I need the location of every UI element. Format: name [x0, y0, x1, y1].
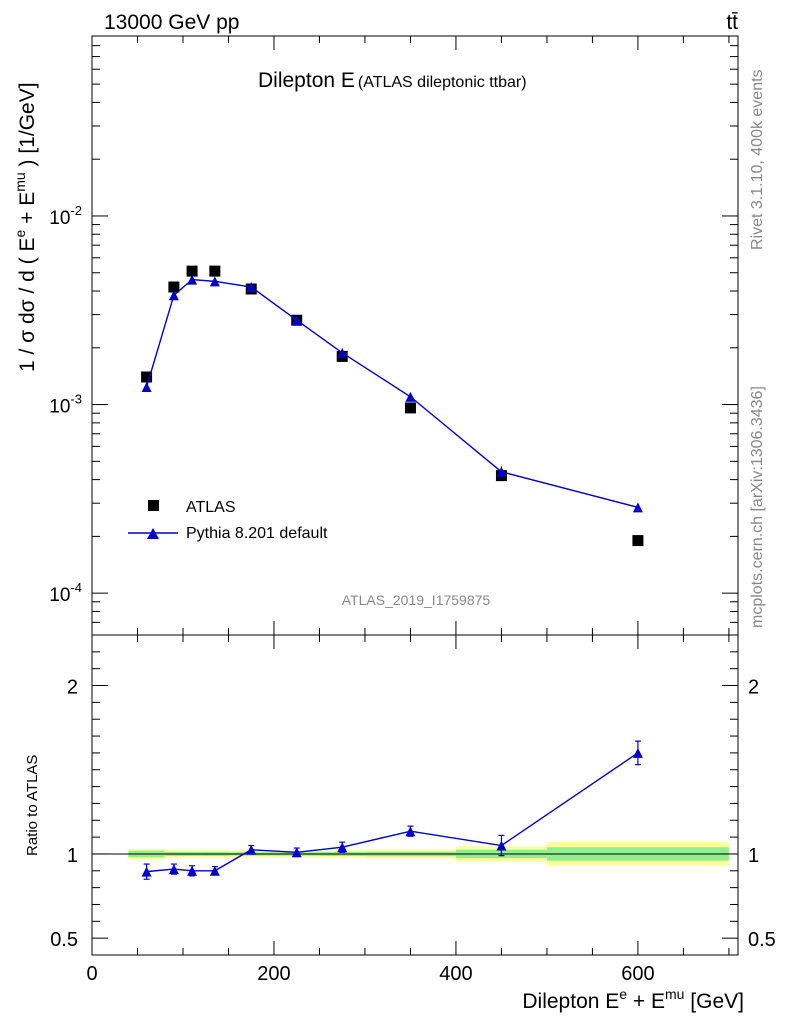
- x-tick-label: 600: [621, 963, 654, 985]
- main-y-tick-label: 10-4: [49, 580, 82, 606]
- ratio-mc-point: [187, 865, 198, 876]
- mc-point: [496, 466, 507, 477]
- atlas-point: [186, 265, 198, 277]
- energy-label: 13000 GeV pp: [104, 11, 239, 34]
- rivet-label: Rivet 3.1.10, 400k events: [749, 69, 766, 250]
- ratio-mc-point: [632, 747, 643, 758]
- main-title: Dilepton E (ATLAS dileptonic ttbar): [258, 69, 527, 92]
- ratio-mc-point: [168, 864, 179, 875]
- mc-point: [405, 391, 416, 402]
- ratio-y-tick-label-right: 0.5: [748, 929, 776, 951]
- ratio-mc-point: [405, 826, 416, 837]
- main-panel: 10-4 10-3 10-2 Dilepton E (ATLAS dileptonic…: [12, 35, 739, 636]
- ratio-mc-point: [337, 842, 348, 853]
- mc-line: [145, 278, 639, 509]
- mc-point: [291, 315, 302, 326]
- ratio-y-tick-label-right: 1: [748, 845, 759, 867]
- legend: ATLAS Pythia 8.201 default: [128, 499, 328, 542]
- mc-point: [141, 381, 152, 392]
- ratio-mc-point: [209, 865, 220, 876]
- legend-marker-atlas: [148, 500, 159, 511]
- legend-marker-mc: [147, 528, 159, 539]
- x-axis-label: Dilepton Ee + Emu [GeV]: [522, 986, 744, 1013]
- ratio-y-tick-label-left: 0.5: [50, 929, 78, 951]
- x-tick-label: 200: [257, 963, 290, 985]
- ratio-mc-point: [141, 866, 152, 877]
- legend-label-atlas: ATLAS: [186, 499, 236, 516]
- ratio-y-axis-label: Ratio to ATLAS: [24, 755, 41, 856]
- ratio-mc-line: [146, 752, 639, 873]
- process-label: tt̄: [726, 11, 738, 34]
- ratio-y-tick-label-left: 2: [67, 677, 78, 699]
- mc-point: [187, 274, 198, 285]
- mc-point: [337, 347, 348, 358]
- atlas-point: [632, 535, 644, 547]
- analysis-label: ATLAS_2019_I1759875: [342, 592, 491, 608]
- ratio-mc-point: [291, 847, 302, 858]
- atlas-point: [209, 265, 221, 277]
- ratio-panel: 0.5 0.5 1 1 2 2 Ratio to ATLAS Dilepton Ee + …: [24, 634, 776, 1013]
- atlas-point: [404, 402, 416, 414]
- main-y-tick-label: 10-3: [49, 392, 82, 418]
- legend-label-mc: Pythia 8.201 default: [186, 525, 328, 542]
- mcplots-label: mcplots.cern.ch [arXiv:1306.3436]: [749, 386, 766, 628]
- mc-point: [209, 276, 220, 287]
- ratio-frame: [91, 634, 739, 956]
- ratio-y-tick-label-left: 1: [67, 845, 78, 867]
- x-tick-label: 0: [86, 963, 97, 985]
- atlas-point: [141, 371, 153, 383]
- mc-point: [632, 502, 643, 513]
- main-title-text: Dilepton E: [258, 69, 355, 92]
- main-title-sub: (ATLAS dileptonic ttbar): [358, 74, 527, 91]
- ratio-mc-point: [246, 844, 257, 855]
- atlas-point: [168, 281, 180, 293]
- main-y-tick-label: 10-2: [49, 203, 82, 229]
- x-tick-label: 400: [439, 963, 472, 985]
- mc-point: [168, 290, 179, 301]
- mc-point: [246, 282, 257, 293]
- ratio-y-tick-label-right: 2: [748, 677, 759, 699]
- ratio-mc-point: [496, 840, 507, 851]
- main-y-axis-label: 1 / σ dσ / d ( Ee + Emu ) [1/GeV]: [12, 82, 39, 372]
